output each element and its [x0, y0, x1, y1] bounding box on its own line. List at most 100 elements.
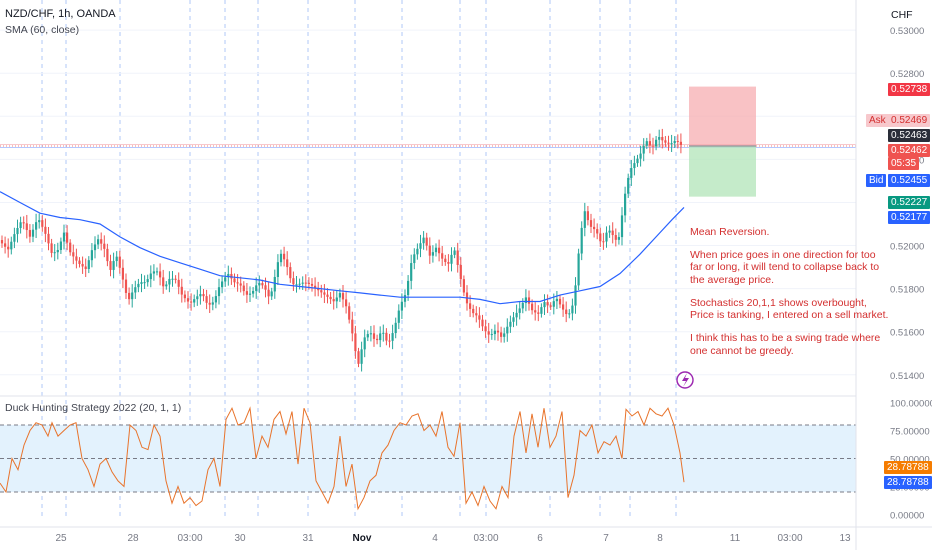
candle-body: [512, 317, 515, 322]
candle-body: [410, 263, 413, 281]
candle-body: [574, 285, 577, 306]
time-tick-label: 03:00: [777, 533, 802, 544]
candle-body: [121, 267, 124, 280]
candle-body: [345, 299, 348, 307]
note-line: I think this has to be a swing trade whe…: [690, 332, 881, 357]
stop-loss-tag: 0.52227: [888, 196, 931, 209]
candle-body: [261, 283, 264, 286]
candle-body: [38, 220, 41, 223]
candle-body: [534, 310, 537, 313]
candle-body: [25, 223, 28, 231]
candle-body: [109, 261, 112, 270]
sma-line: [0, 191, 685, 305]
candle-body: [267, 289, 270, 297]
candle-body: [469, 303, 472, 309]
currency-label[interactable]: CHF: [891, 9, 913, 21]
time-tick-label: 30: [234, 533, 246, 544]
candle-body: [196, 296, 199, 300]
candle-body: [214, 296, 217, 303]
risk-zone: [689, 86, 756, 147]
candle-body: [118, 256, 121, 268]
note-line: When price goes in one direction for too…: [690, 249, 880, 286]
candle-body: [90, 250, 93, 261]
candle-body: [478, 315, 481, 320]
candle-body: [382, 332, 385, 334]
candle-body: [75, 256, 78, 261]
candle-body: [388, 340, 391, 342]
candle-body: [140, 282, 143, 284]
candle-body: [428, 245, 431, 256]
candle-body: [369, 333, 372, 335]
candle-body: [143, 282, 146, 284]
candle-body: [283, 253, 286, 260]
candle-body: [106, 248, 109, 262]
candle-body: [376, 338, 379, 341]
oscillator-value-tag-2: 28.78788: [884, 476, 932, 489]
candle-body: [661, 136, 664, 141]
candle-body: [193, 299, 196, 303]
candle-body: [617, 237, 620, 240]
candle-body: [35, 222, 38, 230]
candle-body: [555, 298, 558, 302]
candle-body: [56, 249, 59, 253]
candle-body: [366, 334, 369, 338]
sma-value-tag: 0.52177: [888, 211, 931, 224]
candle-body: [202, 294, 205, 297]
candle-body: [540, 307, 543, 314]
oscillator-tick-label: 0.00000: [890, 510, 924, 521]
candle-body: [320, 290, 323, 293]
candle-body: [93, 244, 97, 251]
price-tick-label: 0.52000: [890, 242, 924, 253]
oscillator-line: [0, 406, 685, 511]
candle-body: [128, 292, 131, 300]
position-tool[interactable]: [689, 86, 756, 197]
candle-body: [81, 263, 84, 267]
candle-body: [441, 253, 444, 259]
candle-body: [13, 234, 16, 242]
candle-body: [413, 254, 416, 264]
candle-body: [351, 319, 354, 334]
note-line: Mean Reversion.: [690, 226, 770, 238]
candle-body: [186, 298, 190, 302]
candle-body: [335, 297, 338, 302]
time-tick-label: 7: [603, 533, 609, 544]
candle-body: [298, 283, 301, 285]
candle-body: [438, 247, 441, 254]
time-tick-label: 25: [55, 533, 67, 544]
candle-body: [518, 308, 521, 313]
candle-body: [276, 262, 279, 277]
candle-body: [62, 232, 66, 242]
candle-body: [205, 296, 208, 303]
candle-body: [664, 140, 667, 143]
candle-body: [431, 252, 434, 256]
bid-price-tag: 0.52455: [888, 174, 931, 187]
candle-body: [224, 277, 227, 282]
candle-body: [131, 292, 134, 300]
candle-body: [332, 299, 335, 302]
time-tick-label: 03:00: [473, 533, 498, 544]
candle-body: [614, 235, 617, 240]
candle-body: [4, 243, 7, 247]
sma-legend: SMA (60, close): [5, 24, 80, 36]
candle-body: [453, 250, 456, 255]
candle-body: [679, 141, 682, 145]
candle-body: [217, 287, 221, 297]
candle-body: [41, 220, 44, 227]
candle-body: [651, 145, 655, 147]
oscillator-pane: [0, 395, 856, 511]
candle-body: [633, 163, 636, 169]
candle-body: [447, 262, 450, 264]
candle-body: [323, 292, 326, 295]
candle-body: [509, 321, 512, 327]
candle-body: [385, 332, 388, 341]
candle-body: [66, 232, 69, 243]
candle-body: [658, 136, 661, 140]
candle-body: [292, 278, 295, 285]
lightning-icon[interactable]: [676, 371, 694, 389]
candle-body: [87, 260, 90, 269]
candle-body: [84, 266, 87, 269]
candle-body: [44, 226, 47, 234]
time-tick-label: 8: [657, 533, 663, 544]
candle-body: [543, 302, 546, 308]
candle-body: [630, 168, 633, 178]
